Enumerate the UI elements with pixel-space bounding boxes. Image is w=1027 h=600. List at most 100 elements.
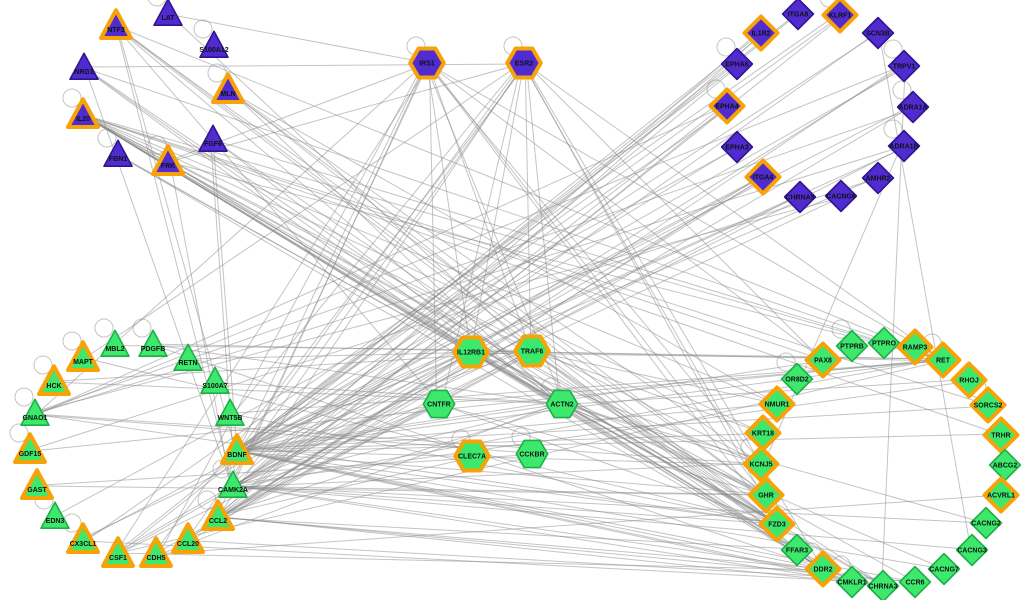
- edge-IL20-PAX8: [85, 115, 821, 360]
- self-loop-edge-MBL2: [94, 318, 114, 338]
- edge-IRS1-CNTFR: [428, 63, 438, 404]
- node-CACNG2[interactable]: CACNG2: [969, 506, 1003, 540]
- edge-FRK-CAMK2A: [169, 162, 232, 486]
- node-TRPV1[interactable]: TRPV1: [887, 49, 921, 83]
- diamond-node-shape: [804, 341, 842, 379]
- node-NTF3[interactable]: NTF3: [99, 8, 133, 40]
- triangle-node-shape: [200, 366, 230, 394]
- node-ACTN2[interactable]: ACTN2: [545, 389, 579, 419]
- node-CCR6[interactable]: CCR6: [898, 565, 932, 599]
- node-CX3CL1[interactable]: CX3CL1: [66, 522, 100, 554]
- edge-HCK-TRAF6: [52, 350, 534, 383]
- node-CCKBR[interactable]: CCKBR: [515, 439, 549, 469]
- hexagon-node-shape: [453, 439, 491, 473]
- edge-EPHA6-CAMK2A: [230, 64, 740, 486]
- node-GAST[interactable]: GAST: [20, 468, 54, 500]
- diamond-node-shape: [861, 16, 895, 50]
- node-PTPRB[interactable]: PTPRB: [835, 329, 869, 363]
- node-SORCS2[interactable]: SORCS2: [969, 386, 1007, 424]
- node-MAPT[interactable]: MAPT: [66, 340, 100, 372]
- edge-NTF3-ACTN2: [113, 24, 565, 406]
- edge-ESR2-ACTN2: [525, 63, 561, 404]
- node-CCL20[interactable]: CCL20: [171, 522, 205, 554]
- node-AMHR2[interactable]: AMHR2: [861, 161, 895, 195]
- edge-SCN3B-CAMK2A: [233, 32, 878, 487]
- node-RHOJ[interactable]: RHOJ: [950, 361, 988, 399]
- node-FBN1[interactable]: FBN1: [103, 139, 133, 167]
- diamond-node-shape: [950, 361, 988, 399]
- node-CHRNA3[interactable]: CHRNA3: [866, 569, 900, 600]
- node-ABCG2[interactable]: ABCG2: [988, 448, 1022, 482]
- node-CACNG7[interactable]: CACNG7: [927, 552, 961, 586]
- node-EPHA6[interactable]: EPHA6: [720, 47, 754, 81]
- self-loop-edge-ADRA1A: [892, 80, 912, 100]
- diamond-node-shape: [969, 386, 1007, 424]
- hexagon-node-shape: [515, 439, 549, 469]
- edge-ACTN2-CHRNA3: [561, 403, 884, 587]
- diamond-node-shape: [887, 49, 921, 83]
- node-CACNG3[interactable]: CACNG3: [955, 533, 989, 567]
- edge-CCL2-DDR2: [219, 516, 822, 570]
- node-IL20[interactable]: IL20: [66, 97, 100, 129]
- node-GNAO1[interactable]: GNAO1: [20, 398, 50, 426]
- edge-CNTFR-FZD3: [436, 402, 780, 526]
- node-CHRNA5[interactable]: CHRNA5: [783, 180, 817, 214]
- triangle-node-shape: [215, 398, 245, 426]
- edge-BDNF-KRT18: [235, 432, 765, 452]
- node-TRAF6[interactable]: TRAF6: [513, 334, 551, 368]
- node-SCN3B[interactable]: SCN3B: [861, 16, 895, 50]
- diamond-node-shape: [896, 90, 930, 124]
- self-loop-edge-EPHA6: [716, 37, 736, 57]
- node-ITGA8[interactable]: ITGA8: [781, 0, 815, 31]
- node-PDGFB[interactable]: PDGFB: [138, 329, 168, 357]
- edge-CDH5-ACVRL1: [155, 494, 1002, 555]
- node-IRS1[interactable]: IRS1: [408, 46, 446, 80]
- node-GDF15[interactable]: GDF15: [13, 432, 47, 464]
- edge-NRG1-ESR2: [81, 63, 527, 68]
- diamond-node-shape: [924, 341, 962, 379]
- node-S100A12[interactable]: S100A12: [199, 30, 229, 58]
- node-IL12RB1[interactable]: IL12RB1: [452, 335, 490, 369]
- diamond-node-shape: [927, 552, 961, 586]
- edge-IRS1-IL12RB1: [426, 62, 472, 353]
- edge-MAPT-FZD3: [80, 356, 780, 526]
- edge-CCL2-FFAR3: [220, 517, 795, 550]
- node-EDN3[interactable]: EDN3: [40, 501, 70, 529]
- edge-GNAO1-FZD3: [36, 413, 776, 525]
- node-NRG1[interactable]: NRG1: [69, 52, 99, 80]
- edge-CAMK2A-RET: [235, 358, 941, 488]
- node-KRT18[interactable]: KRT18: [744, 414, 782, 452]
- nodes-layer: NTF3LATS100A12NRG1MLNIL20FGF6FBN1FRKIRS1…: [13, 0, 1022, 600]
- edge-ESR2-RET: [524, 63, 943, 360]
- self-loop-edge-PDGFB: [132, 318, 152, 338]
- node-HCK[interactable]: HCK: [37, 364, 71, 396]
- triangle-node-shape: [201, 499, 235, 531]
- edge-GAST-CCKBR: [35, 453, 534, 487]
- diamond-node-shape: [982, 476, 1020, 514]
- node-ESR2[interactable]: ESR2: [505, 46, 543, 80]
- edge-GNAO1-KCNJ5: [34, 413, 762, 465]
- node-CMKLR1[interactable]: CMKLR1: [835, 565, 869, 599]
- node-CAMK2A[interactable]: CAMK2A: [218, 470, 248, 498]
- edge-IRS1-CDH5: [157, 61, 426, 556]
- triangle-node-shape: [198, 124, 228, 152]
- node-ADRA1B[interactable]: ADRA1B: [887, 129, 921, 163]
- node-ACVRL1[interactable]: ACVRL1: [982, 476, 1020, 514]
- edge-ITGA8-BDNF: [237, 13, 798, 452]
- edge-ESR2-WNT5B: [232, 61, 522, 416]
- edge-IL20-KCNJ5: [80, 113, 764, 466]
- edge-SCN3B-CACNG3: [878, 33, 972, 550]
- node-LAT[interactable]: LAT: [153, 0, 183, 26]
- node-CACNG6[interactable]: CACNG6: [824, 179, 858, 213]
- triangle-node-shape: [139, 536, 173, 568]
- node-CLEC7A[interactable]: CLEC7A: [453, 439, 491, 473]
- node-ADRA1A[interactable]: ADRA1A: [896, 90, 930, 124]
- node-CNTFR[interactable]: CNTFR: [422, 389, 456, 419]
- edge-LAT-IRS1: [169, 13, 426, 64]
- edge-CAMK2A-CACNG3: [234, 485, 971, 551]
- diamond-node-shape: [780, 533, 814, 567]
- diamond-node-shape: [742, 445, 780, 483]
- edge-CAMK2A-RHOJ: [230, 380, 972, 486]
- node-TRHR[interactable]: TRHR: [982, 416, 1020, 454]
